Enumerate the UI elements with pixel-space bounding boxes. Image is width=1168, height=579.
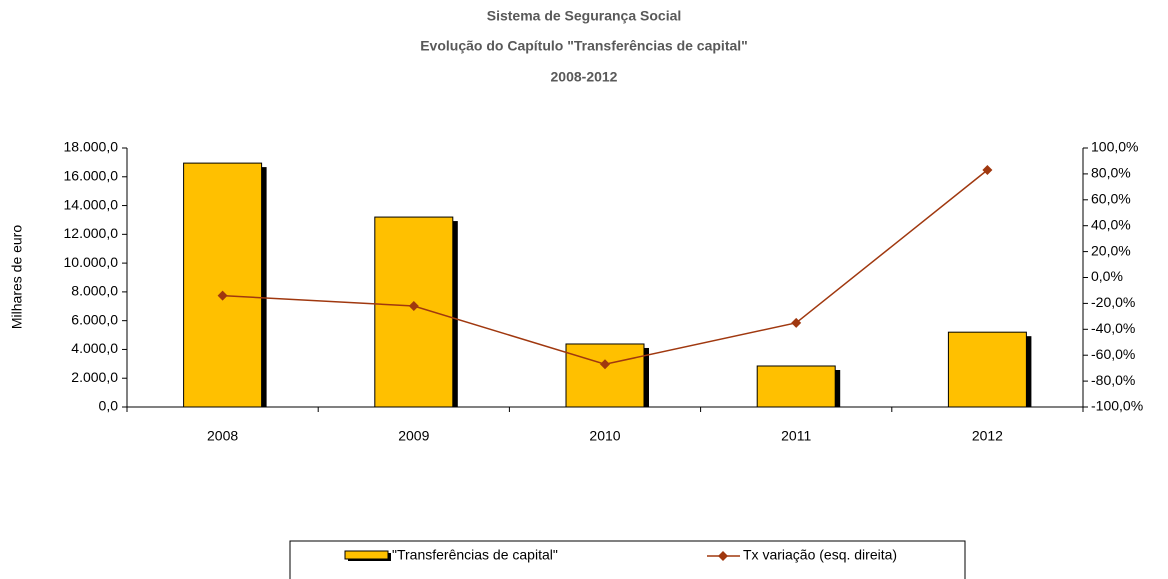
bar (374, 216, 454, 408)
legend-box (289, 540, 966, 579)
y-tick-label: 18.000,0 (64, 139, 119, 155)
bar (183, 162, 263, 408)
y-tick-label: 6.000,0 (71, 311, 118, 327)
bar (565, 343, 645, 408)
y-tick-label: 4.000,0 (71, 340, 118, 356)
chart-title: 2008-2012 (551, 69, 618, 85)
marker (982, 165, 993, 176)
y2-tick-label: -60,0% (1091, 346, 1135, 362)
x-tick-label: 2011 (781, 428, 811, 444)
y2-tick-label: 40,0% (1091, 216, 1131, 232)
legend-label: "Transferências de capital" (392, 547, 558, 563)
y-tick-label: 8.000,0 (71, 283, 118, 299)
marker (600, 359, 610, 370)
y2-tick-label: 80,0% (1091, 165, 1131, 181)
x-tick-label: 2010 (589, 428, 620, 444)
legend-marker (718, 551, 728, 561)
y2-tick-label: -20,0% (1091, 294, 1135, 310)
marker (408, 300, 419, 311)
bar (756, 365, 836, 408)
y-tick-label: 0,0 (99, 398, 119, 414)
y2-tick-label: 100,0% (1091, 139, 1138, 155)
bar (947, 331, 1027, 408)
chart-title: Sistema de Segurança Social (487, 8, 682, 24)
y-tick-label: 14.000,0 (64, 196, 119, 212)
x-tick-label: 2009 (398, 428, 429, 444)
y2-tick-label: 60,0% (1091, 191, 1131, 207)
y-tick-label: 16.000,0 (64, 167, 119, 183)
y-axis-label: Milhares de euro (9, 225, 25, 329)
y-tick-label: 2.000,0 (71, 369, 118, 385)
y2-tick-label: -40,0% (1091, 320, 1135, 336)
y-tick-label: 12.000,0 (64, 225, 119, 241)
y2-tick-label: 0,0% (1091, 268, 1123, 284)
line (222, 169, 988, 366)
x-tick-label: 2008 (207, 428, 238, 444)
x-tick-label: 2012 (972, 428, 1003, 444)
chart-title: Evolução do Capítulo "Transferências de … (420, 38, 748, 54)
y2-tick-label: -100,0% (1091, 398, 1143, 414)
y2-tick-label: 20,0% (1091, 242, 1131, 258)
y2-tick-label: -80,0% (1091, 372, 1135, 388)
marker (791, 317, 802, 328)
marker (217, 290, 228, 301)
y-tick-label: 10.000,0 (64, 254, 119, 270)
legend-swatch (344, 550, 389, 560)
legend-label: Tx variação (esq. direita) (743, 547, 897, 563)
